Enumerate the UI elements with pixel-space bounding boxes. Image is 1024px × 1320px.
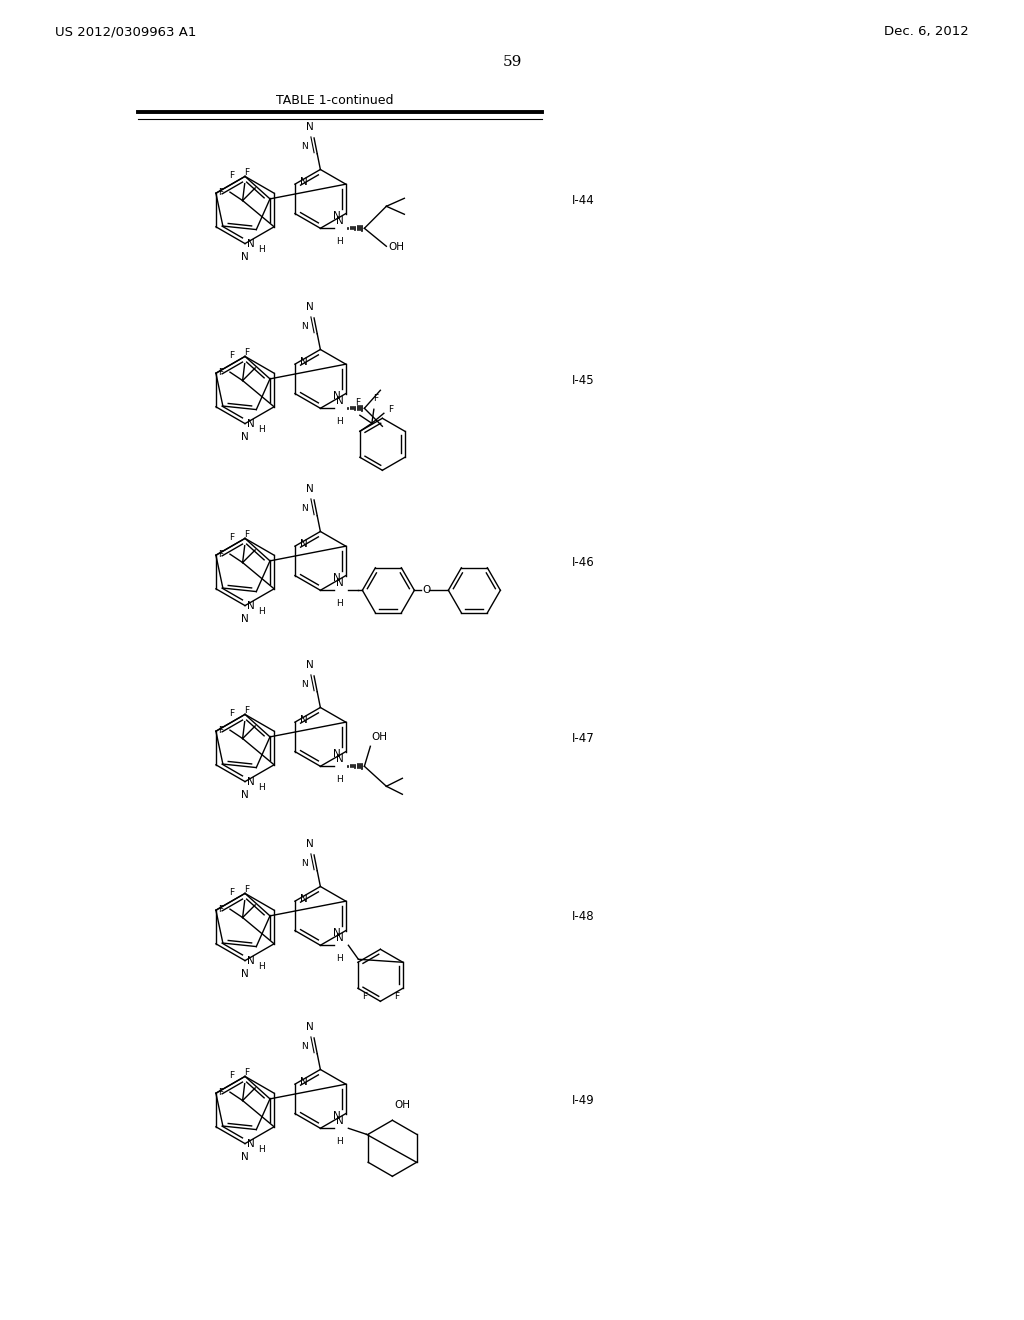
Text: F: F <box>218 904 223 913</box>
Text: N: N <box>336 216 344 226</box>
Text: N: N <box>301 322 308 331</box>
Text: N: N <box>301 859 308 867</box>
Text: N: N <box>333 391 341 401</box>
Text: F: F <box>229 887 234 896</box>
Text: F: F <box>229 351 234 359</box>
Text: F: F <box>245 531 250 540</box>
Text: F: F <box>229 709 234 718</box>
Text: I-44: I-44 <box>572 194 595 206</box>
Text: H: H <box>336 238 343 247</box>
Text: N: N <box>333 748 341 759</box>
Text: F: F <box>218 187 223 197</box>
Text: F: F <box>245 348 250 358</box>
Text: N: N <box>301 680 308 689</box>
Text: N: N <box>306 302 313 312</box>
Text: N: N <box>241 432 249 442</box>
Text: F: F <box>229 532 234 541</box>
Text: N: N <box>333 928 341 937</box>
Text: N: N <box>336 933 344 944</box>
Text: F: F <box>245 1068 250 1077</box>
Text: N: N <box>306 838 313 849</box>
Text: H: H <box>258 607 265 616</box>
Text: H: H <box>258 246 265 255</box>
Text: N: N <box>247 239 254 249</box>
Text: N: N <box>336 396 344 407</box>
Text: H: H <box>336 417 343 426</box>
Text: 59: 59 <box>503 55 521 69</box>
Text: F: F <box>394 993 399 1002</box>
Text: H: H <box>336 599 343 609</box>
Text: TABLE 1-continued: TABLE 1-continued <box>276 94 394 107</box>
Text: N: N <box>306 660 313 669</box>
Text: N: N <box>336 578 344 589</box>
Text: N: N <box>247 418 254 429</box>
Text: N: N <box>306 121 313 132</box>
Text: OH: OH <box>388 243 404 252</box>
Text: N: N <box>241 1152 249 1162</box>
Text: F: F <box>245 886 250 895</box>
Text: N: N <box>241 252 249 261</box>
Text: I-47: I-47 <box>572 731 595 744</box>
Text: N: N <box>336 754 344 764</box>
Text: F: F <box>355 399 360 408</box>
Text: N: N <box>333 1110 341 1121</box>
Text: H: H <box>258 425 265 434</box>
Text: F: F <box>218 549 223 558</box>
Text: F: F <box>218 1088 223 1097</box>
Text: N: N <box>300 177 308 187</box>
Text: H: H <box>336 954 343 964</box>
Text: O: O <box>422 585 431 595</box>
Text: N: N <box>301 141 308 150</box>
Text: N: N <box>336 1117 344 1126</box>
Text: N: N <box>300 1077 308 1088</box>
Text: F: F <box>218 726 223 735</box>
Text: F: F <box>218 368 223 376</box>
Text: H: H <box>258 1146 265 1154</box>
Text: N: N <box>247 956 254 966</box>
Text: H: H <box>258 783 265 792</box>
Text: US 2012/0309963 A1: US 2012/0309963 A1 <box>55 25 197 38</box>
Text: Dec. 6, 2012: Dec. 6, 2012 <box>885 25 969 38</box>
Text: N: N <box>306 1022 313 1032</box>
Text: H: H <box>336 775 343 784</box>
Text: N: N <box>247 601 254 611</box>
Text: N: N <box>247 1139 254 1148</box>
Text: OH: OH <box>394 1101 411 1110</box>
Text: N: N <box>241 614 249 624</box>
Text: I-46: I-46 <box>572 556 595 569</box>
Text: I-45: I-45 <box>572 374 595 387</box>
Text: N: N <box>300 894 308 904</box>
Text: OH: OH <box>372 733 387 742</box>
Text: F: F <box>245 169 250 177</box>
Text: F: F <box>229 1071 234 1080</box>
Text: N: N <box>241 789 249 800</box>
Text: N: N <box>306 483 313 494</box>
Text: H: H <box>258 962 265 972</box>
Text: F: F <box>388 405 393 413</box>
Text: I-48: I-48 <box>572 911 595 924</box>
Text: N: N <box>300 539 308 549</box>
Text: N: N <box>247 777 254 787</box>
Text: I-49: I-49 <box>572 1093 595 1106</box>
Text: F: F <box>361 993 367 1002</box>
Text: N: N <box>301 504 308 513</box>
Text: H: H <box>336 1138 343 1146</box>
Text: N: N <box>333 573 341 582</box>
Text: F: F <box>374 395 379 404</box>
Text: F: F <box>229 170 234 180</box>
Text: N: N <box>300 358 308 367</box>
Text: F: F <box>245 706 250 715</box>
Text: N: N <box>300 715 308 725</box>
Text: N: N <box>333 211 341 220</box>
Text: N: N <box>301 1041 308 1051</box>
Text: N: N <box>241 969 249 979</box>
